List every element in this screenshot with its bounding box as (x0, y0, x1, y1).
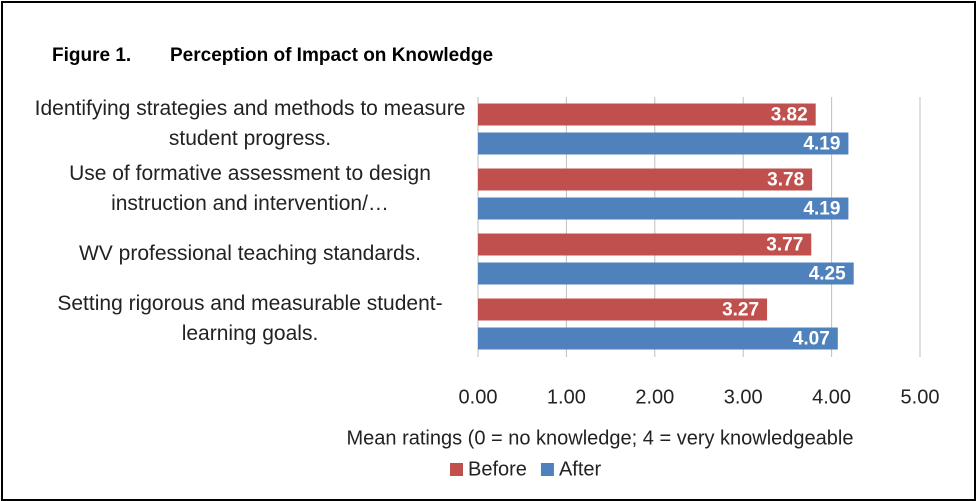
x-tick-label: 0.00 (459, 386, 498, 408)
legend-swatch (450, 463, 463, 476)
x-tick-label: 5.00 (901, 386, 940, 408)
chart-title: Perception of Impact on Knowledge (170, 45, 493, 66)
value-label: 3.77 (766, 235, 803, 256)
value-label: 4.19 (803, 134, 840, 155)
x-tick-label: 2.00 (635, 386, 674, 408)
value-label: 4.19 (803, 199, 840, 220)
category-label: Setting rigorous and measurable student-… (57, 291, 443, 345)
bar (478, 327, 838, 350)
bar (478, 262, 854, 285)
category-label: Identifying strategies and methods to me… (34, 96, 466, 150)
bar (478, 197, 849, 220)
legend-swatch (540, 463, 554, 476)
value-label: 3.82 (771, 105, 808, 126)
legend-label: After (559, 458, 602, 480)
x-tick-label: 3.00 (724, 386, 763, 408)
value-label: 3.27 (722, 300, 759, 321)
bar (478, 103, 816, 126)
bar (478, 132, 849, 155)
figure-label: Figure 1. (52, 45, 131, 66)
value-label: 3.78 (767, 170, 804, 191)
value-label: 4.25 (809, 264, 846, 285)
bar (478, 233, 812, 256)
category-label: Use of formative assessment to design in… (69, 161, 431, 215)
x-axis-label: Mean ratings (0 = no knowledge; 4 = very… (347, 427, 854, 449)
x-tick-label: 1.00 (547, 386, 586, 408)
value-label: 4.07 (793, 329, 830, 350)
bar (478, 298, 768, 321)
bar (478, 168, 813, 191)
x-tick-label: 4.00 (812, 386, 851, 408)
category-label: WV professional teaching standards. (78, 241, 422, 265)
legend-label: Before (468, 458, 527, 480)
